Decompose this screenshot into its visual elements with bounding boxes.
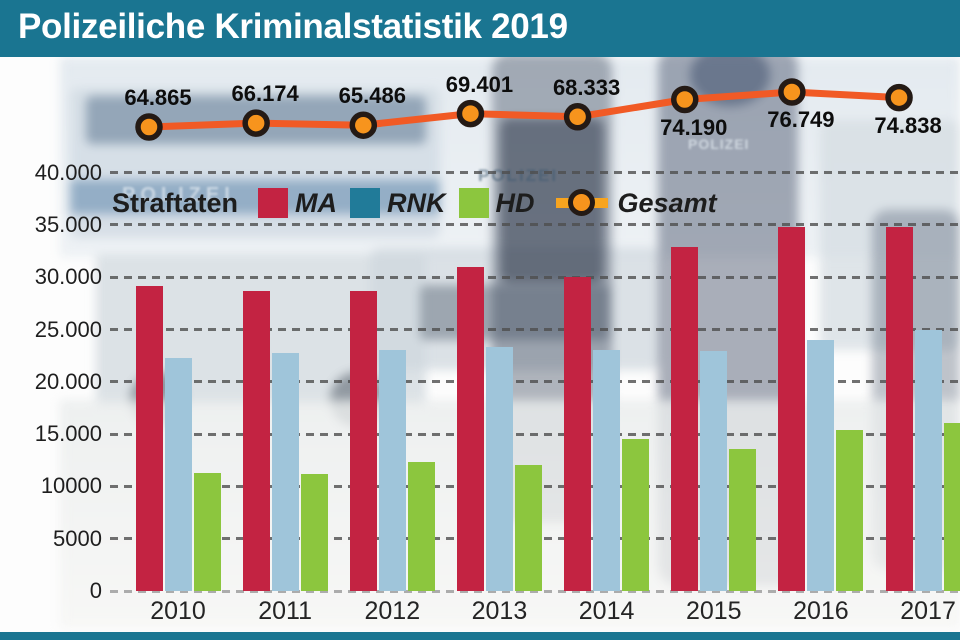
bar-hd-2015 — [729, 448, 757, 591]
gridline-40.000 — [110, 171, 960, 175]
gridline-20.000 — [110, 380, 960, 384]
legend-item-gesamt: Gesamt — [548, 188, 730, 219]
y-tick-label: 0 — [89, 578, 102, 603]
legend-swatch-rnk — [350, 188, 381, 218]
gridline-15.000 — [110, 432, 960, 436]
bar-ma-2017 — [885, 226, 913, 591]
bar-ma-2012 — [349, 290, 377, 591]
legend-label-ma: MA — [295, 187, 338, 218]
header-bar: Polizeiliche Kriminalstatistik 2019 — [0, 0, 960, 57]
legend-swatch-gesamt-line-marker-icon — [555, 188, 608, 218]
x-tick-label-2016: 2016 — [793, 597, 849, 625]
bar-hd-2013 — [514, 465, 542, 591]
footer-bar — [0, 632, 960, 640]
y-tick-label: 40.000 — [34, 159, 102, 185]
bar-hd-2014 — [622, 439, 650, 591]
x-tick-label-2017: 2017 — [900, 597, 956, 625]
y-tick-label: 35.000 — [34, 211, 102, 237]
legend: Straftaten MA RNK HD Gesamt — [112, 186, 730, 220]
bar-ma-2014 — [564, 277, 592, 591]
gridline-0 — [110, 589, 960, 593]
bar-hd-2017 — [943, 422, 960, 591]
legend-item-ma: MA — [258, 188, 350, 219]
x-tick-label-2014: 2014 — [578, 597, 635, 625]
bar-rnk-2017 — [914, 329, 942, 591]
legend-item-rnk: RNK — [350, 188, 459, 219]
legend-label-rnk: RNK — [387, 187, 446, 218]
bar-rnk-2015 — [700, 351, 728, 591]
legend-swatch-ma — [258, 188, 289, 218]
legend-title: Straftaten — [112, 187, 239, 218]
y-tick-label: 5000 — [53, 525, 102, 551]
bar-hd-2016 — [836, 429, 864, 591]
legend-label-gesamt: Gesamt — [617, 187, 717, 218]
bar-rnk-2010 — [164, 357, 192, 591]
y-tick-label: 10000 — [40, 473, 102, 499]
bar-ma-2013 — [456, 266, 484, 591]
page-title: Polizeiliche Kriminalstatistik 2019 — [18, 7, 568, 46]
gesamt-value-label-2014: 68.333 — [552, 74, 621, 100]
bar-rnk-2016 — [807, 339, 835, 591]
bar-hd-2011 — [300, 473, 328, 591]
x-tick-label-2013: 2013 — [471, 597, 528, 625]
bar-rnk-2012 — [378, 350, 406, 591]
bar-ma-2015 — [671, 246, 699, 591]
y-tick-label: 20.000 — [34, 368, 102, 394]
bar-rnk-2011 — [271, 352, 299, 591]
background-polizei-text: POLIZEI — [478, 166, 559, 185]
y-tick-label: 30.000 — [34, 264, 102, 290]
background-polizei-text: POLIZEI — [688, 136, 750, 152]
legend-label-hd: HD — [495, 187, 535, 218]
y-tick-label: 15.000 — [34, 421, 102, 447]
background-polizei-text: POLIZEI — [122, 184, 235, 206]
bar-ma-2011 — [242, 290, 270, 591]
gridline-30.000 — [110, 275, 960, 279]
bar-rnk-2014 — [593, 350, 621, 591]
x-tick-label-2012: 2012 — [364, 597, 421, 625]
x-tick-label-2015: 2015 — [685, 597, 742, 625]
gridline-25.000 — [110, 328, 960, 331]
x-tick-label-2011: 2011 — [258, 597, 313, 625]
gesamt-value-label-2017: 74.838 — [874, 112, 942, 138]
legend-gesamt-marker-icon — [567, 189, 595, 216]
bar-ma-2010 — [135, 285, 163, 591]
bar-ma-2016 — [778, 226, 806, 591]
bar-rnk-2013 — [485, 347, 513, 591]
legend-item-hd: HD — [458, 187, 548, 219]
x-tick-label-2010: 2010 — [150, 597, 206, 625]
legend-swatch-hd — [458, 188, 489, 218]
gridline-35.000 — [110, 223, 960, 227]
bar-hd-2010 — [193, 472, 221, 591]
y-tick-label: 25.000 — [34, 316, 102, 342]
bar-hd-2012 — [407, 462, 435, 591]
